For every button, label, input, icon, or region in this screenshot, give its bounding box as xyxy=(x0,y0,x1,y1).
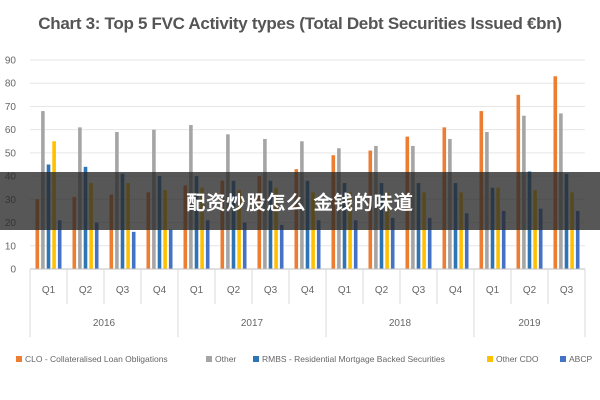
bar xyxy=(57,220,62,269)
legend-swatch xyxy=(206,356,212,362)
legend-label: ABCP xyxy=(569,354,592,364)
bar xyxy=(385,192,389,269)
x-tick-label: Q4 xyxy=(153,285,167,296)
x-tick-label: Q2 xyxy=(227,285,241,296)
legend-swatch xyxy=(487,356,493,362)
bar xyxy=(427,217,432,269)
bar xyxy=(459,192,463,269)
legend-swatch xyxy=(253,356,259,362)
x-tick-label: Q2 xyxy=(375,285,389,296)
bar xyxy=(501,210,506,269)
bar xyxy=(570,192,574,269)
x-tick-label: Q1 xyxy=(338,285,352,296)
x-axis: Q1 Q2 Q3 Q4 Q1 Q2 Q3 Q4 Q1 Q2 Q3 Q4 Q1 Q2 Q3 2016 2017 20… xyxy=(29,268,586,337)
x-tick-label: Q2 xyxy=(523,285,537,296)
y-tick-label: 60 xyxy=(5,125,17,136)
bar xyxy=(168,229,173,269)
bar xyxy=(575,210,580,269)
x-tick-label: Q1 xyxy=(190,285,204,296)
bar xyxy=(279,224,284,269)
x-tick-label: Q1 xyxy=(486,285,500,296)
bar xyxy=(390,217,395,269)
y-tick-label: 80 xyxy=(5,79,17,90)
year-label: 2017 xyxy=(241,318,264,329)
x-tick-label: Q3 xyxy=(116,285,130,296)
year-label: 2018 xyxy=(389,318,412,329)
legend-label: Other xyxy=(215,354,236,364)
legend-swatch xyxy=(560,356,566,362)
bar xyxy=(94,222,99,269)
bar xyxy=(316,220,321,269)
y-axis-tick-labels: 0102030405060708090 xyxy=(5,56,17,276)
bar xyxy=(205,220,210,269)
legend-label: CLO - Collateralised Loan Obligations xyxy=(25,354,168,364)
x-tick-label: Q4 xyxy=(301,285,315,296)
bar xyxy=(311,192,315,269)
legend-swatch xyxy=(16,356,22,362)
y-tick-label: 50 xyxy=(5,148,17,159)
overlay-banner xyxy=(0,172,600,230)
x-tick-label: Q2 xyxy=(79,285,93,296)
bar xyxy=(72,197,77,269)
bar xyxy=(242,222,247,269)
bar xyxy=(35,199,40,269)
overlay-banner-text: 配资炒股怎么 金钱的味道 xyxy=(186,192,414,214)
x-tick-label: Q3 xyxy=(560,285,574,296)
x-tick-label: Q1 xyxy=(42,285,56,296)
year-label: 2019 xyxy=(518,318,541,329)
legend-label: RMBS - Residential Mortgage Backed Secur… xyxy=(262,354,445,364)
bar xyxy=(538,208,543,269)
bar xyxy=(353,220,358,269)
year-label: 2016 xyxy=(93,318,116,329)
legend: CLO - Collateralised Loan Obligations Oth… xyxy=(16,354,592,364)
bar xyxy=(464,213,469,269)
y-tick-label: 70 xyxy=(5,102,17,113)
chart-title: Chart 3: Top 5 FVC Activity types (Total… xyxy=(38,14,562,33)
y-tick-label: 10 xyxy=(5,241,17,252)
bar xyxy=(422,192,426,269)
bar xyxy=(131,231,136,269)
x-tick-label: Q3 xyxy=(412,285,426,296)
x-tick-label: Q3 xyxy=(264,285,278,296)
y-tick-label: 0 xyxy=(10,265,16,276)
bar xyxy=(146,192,151,269)
bar xyxy=(348,192,352,269)
legend-label: Other CDO xyxy=(496,354,539,364)
x-tick-label: Q4 xyxy=(449,285,463,296)
bar xyxy=(109,194,114,269)
y-tick-label: 90 xyxy=(5,56,17,67)
